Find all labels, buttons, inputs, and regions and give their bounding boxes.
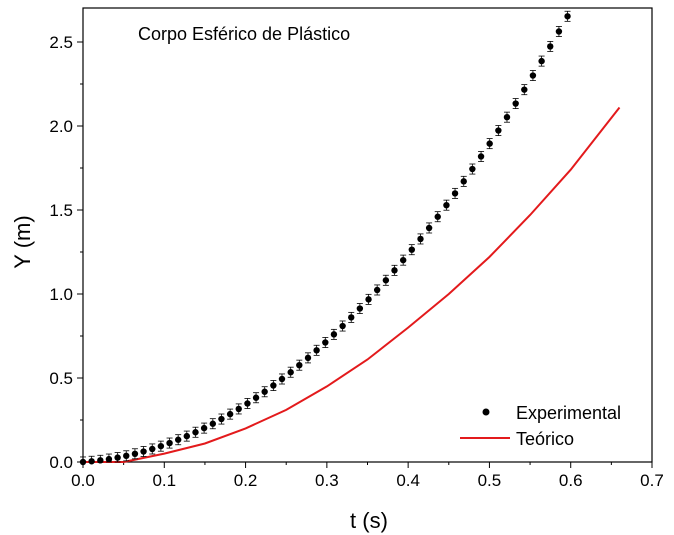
data-point-experimental [529, 72, 537, 79]
data-point-experimental [304, 354, 312, 362]
data-point-experimental [391, 267, 398, 274]
data-point-experimental [469, 165, 476, 173]
data-point-experimental [131, 450, 139, 458]
y-tick-label: 2.0 [49, 117, 73, 136]
y-tick-label: 2.5 [49, 33, 73, 52]
data-point-experimental [477, 153, 485, 160]
legend-marker-experimental [482, 408, 490, 416]
legend-label-teorico: Teórico [516, 429, 574, 449]
data-point-experimental [157, 442, 165, 450]
data-point-experimental [460, 178, 467, 185]
y-tick-label: 0.5 [49, 369, 73, 388]
data-point-experimental [192, 429, 199, 436]
plot-area: 0.0 0.1 0.2 0.3 0.4 0.5 0.6 0.7 0.0 0.5 1.0 1.5 2.0 2… [49, 7, 664, 490]
y-axis-label: Y (m) [10, 215, 35, 268]
x-tick-label: 0.4 [396, 471, 420, 490]
data-point-experimental [348, 314, 355, 321]
data-point-experimental [296, 361, 303, 369]
data-point-experimental [443, 201, 450, 209]
data-point-experimental [495, 127, 502, 134]
data-point-experimental [252, 394, 260, 401]
data-point-experimental [226, 410, 234, 418]
data-point-experimental [200, 424, 208, 432]
data-point-experimental [425, 224, 433, 232]
data-point-experimental [123, 452, 130, 460]
data-point-experimental [356, 305, 364, 312]
data-point-experimental [183, 432, 191, 440]
data-point-experimental [287, 369, 294, 376]
data-point-experimental [278, 375, 286, 383]
data-point-experimental [97, 457, 104, 464]
data-point-experimental [339, 322, 346, 330]
x-tick-label: 0.5 [478, 471, 502, 490]
legend: Experimental Teórico [460, 403, 621, 449]
data-point-experimental [399, 256, 407, 264]
data-point-experimental [235, 405, 242, 413]
data-point-experimental [330, 331, 338, 338]
data-point-experimental [244, 400, 251, 407]
data-point-experimental [105, 455, 113, 463]
data-point-experimental [174, 436, 182, 443]
x-tick-label: 0.2 [234, 471, 258, 490]
x-tick-label: 0.1 [152, 471, 176, 490]
data-point-experimental [365, 296, 372, 303]
y-tick-label: 0.0 [49, 453, 73, 472]
data-point-experimental [538, 57, 545, 65]
data-point-experimental [521, 86, 528, 93]
data-point-experimental [451, 190, 459, 197]
data-point-experimental [512, 100, 519, 107]
x-tick-label: 0.6 [559, 471, 583, 490]
x-axis-label: t (s) [350, 508, 388, 533]
data-point-experimental [218, 415, 225, 423]
data-point-experimental [486, 140, 493, 147]
data-point-experimental [209, 420, 217, 427]
data-point-experimental [261, 388, 268, 395]
data-point-experimental [270, 382, 277, 389]
x-tick-label: 0.3 [315, 471, 339, 490]
data-point-experimental [322, 339, 329, 346]
data-point-experimental [166, 439, 173, 447]
data-point-experimental [417, 235, 424, 243]
data-point-experimental [434, 213, 441, 220]
chart-title: Corpo Esférico de Plástico [138, 24, 350, 44]
data-point-experimental [373, 286, 381, 294]
data-point-experimental [313, 347, 320, 354]
series-line-teorico [83, 106, 621, 463]
data-point-experimental [555, 28, 563, 35]
x-tick-label: 0.0 [71, 471, 95, 490]
data-point-experimental [88, 458, 95, 465]
data-point-experimental [79, 458, 87, 466]
data-point-experimental [114, 454, 121, 461]
y-tick-label: 1.0 [49, 285, 73, 304]
data-point-experimental [564, 13, 571, 20]
data-point-experimental [149, 445, 156, 453]
data-point-experimental [547, 43, 554, 50]
data-point-experimental [408, 246, 416, 253]
y-tick-label: 1.5 [49, 201, 73, 220]
x-tick-label: 0.7 [640, 471, 664, 490]
data-point-experimental [503, 113, 511, 121]
data-point-experimental [382, 277, 390, 284]
data-point-experimental [140, 448, 147, 455]
legend-label-experimental: Experimental [516, 403, 621, 423]
